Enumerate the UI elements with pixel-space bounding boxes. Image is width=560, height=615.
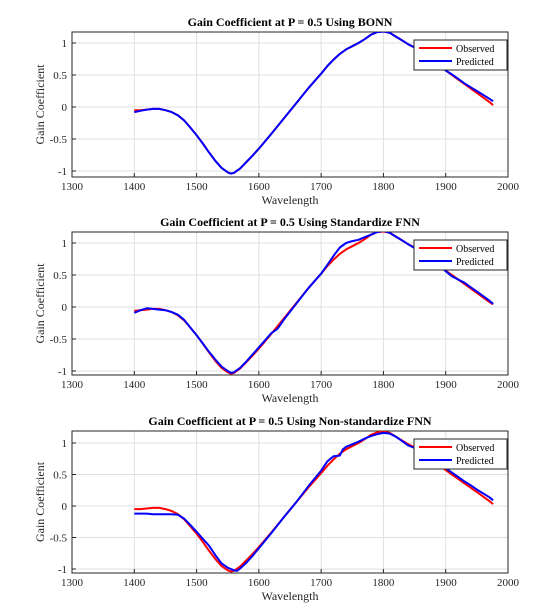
x-tick-label: 1300	[61, 181, 84, 193]
y-axis-label: Gain Coefficient	[33, 64, 47, 145]
x-tick-label: 1800	[372, 181, 395, 193]
legend-label-observed: Observed	[456, 443, 494, 454]
y-tick-label: 1	[62, 38, 68, 50]
x-tick-label: 1700	[310, 181, 333, 193]
y-tick-label: 1	[62, 438, 68, 450]
x-tick-label: 1500	[186, 181, 209, 193]
y-tick-label: 1	[62, 238, 68, 250]
x-tick-label: 1900	[435, 379, 458, 391]
y-tick-label: 0	[62, 501, 68, 513]
chart-panel-2: 1300 1400 1500 1600 1700 1800 1900 2000 -1 -0.5 0 0…	[33, 215, 520, 405]
y-tick-label: -0.5	[50, 334, 68, 346]
y-tick-label: 0	[62, 102, 68, 114]
x-tick-label: 2000	[497, 577, 520, 589]
y-tick-label: -1	[58, 166, 67, 178]
legend: Observed Predicted	[413, 438, 508, 470]
chart-title: Gain Coefficient at P = 0.5 Using Non-st…	[148, 414, 431, 428]
x-axis-label: Wavelength	[261, 193, 318, 207]
x-tick-label: 1900	[435, 181, 458, 193]
chart-panel-3: 1300 1400 1500 1600 1700 1800 1900 2000 -1 -0.5 0 0…	[33, 414, 520, 603]
y-tick-label: 0.5	[53, 270, 67, 282]
x-tick-label: 1500	[186, 379, 209, 391]
x-tick-label: 1700	[310, 379, 333, 391]
y-tick-label: 0.5	[53, 70, 67, 82]
axes-box	[71, 231, 509, 376]
y-tick-label: -1	[58, 564, 67, 576]
x-tick-label: 1400	[123, 577, 146, 589]
legend-box	[413, 39, 508, 71]
x-tick-label: 1500	[186, 577, 209, 589]
chart-panel-1: 1300 1400 1500 1600 1700 1800 1900 2000 -1 -0.5 0 0…	[33, 15, 520, 207]
x-tick-label: 1600	[248, 181, 271, 193]
chart-title: Gain Coefficient at P = 0.5 Using BONN	[188, 15, 393, 29]
legend-label-predicted: Predicted	[456, 57, 494, 68]
x-axis-label: Wavelength	[261, 589, 318, 603]
x-tick-label: 1800	[372, 379, 395, 391]
x-tick-label: 1600	[248, 577, 271, 589]
legend-box	[413, 438, 508, 470]
x-tick-label: 1400	[123, 181, 146, 193]
x-tick-label: 1600	[248, 379, 271, 391]
y-tick-label: -1	[58, 366, 67, 378]
x-tick-label: 1900	[435, 577, 458, 589]
x-tick-label: 2000	[497, 379, 520, 391]
legend: Observed Predicted	[413, 39, 508, 71]
y-axis-label: Gain Coefficient	[33, 461, 47, 542]
y-tick-label: 0.5	[53, 470, 67, 482]
legend-box	[413, 239, 508, 271]
x-tick-label: 1700	[310, 577, 333, 589]
x-tick-label: 1400	[123, 379, 146, 391]
y-tick-label: 0	[62, 302, 68, 314]
x-tick-label: 2000	[497, 181, 520, 193]
axes-box	[71, 430, 509, 574]
legend-label-predicted: Predicted	[456, 257, 494, 268]
x-tick-label: 1800	[372, 577, 395, 589]
y-tick-label: -0.5	[50, 134, 68, 146]
y-tick-label: -0.5	[50, 533, 68, 545]
legend-label-observed: Observed	[456, 244, 494, 255]
axes-box	[71, 31, 509, 178]
x-tick-label: 1300	[61, 577, 84, 589]
y-axis-label: Gain Coefficient	[33, 263, 47, 344]
x-axis-label: Wavelength	[261, 391, 318, 405]
legend-label-predicted: Predicted	[456, 456, 494, 467]
x-tick-label: 1300	[61, 379, 84, 391]
chart-title: Gain Coefficient at P = 0.5 Using Standa…	[160, 215, 420, 229]
legend-label-observed: Observed	[456, 44, 494, 55]
legend: Observed Predicted	[413, 239, 508, 271]
